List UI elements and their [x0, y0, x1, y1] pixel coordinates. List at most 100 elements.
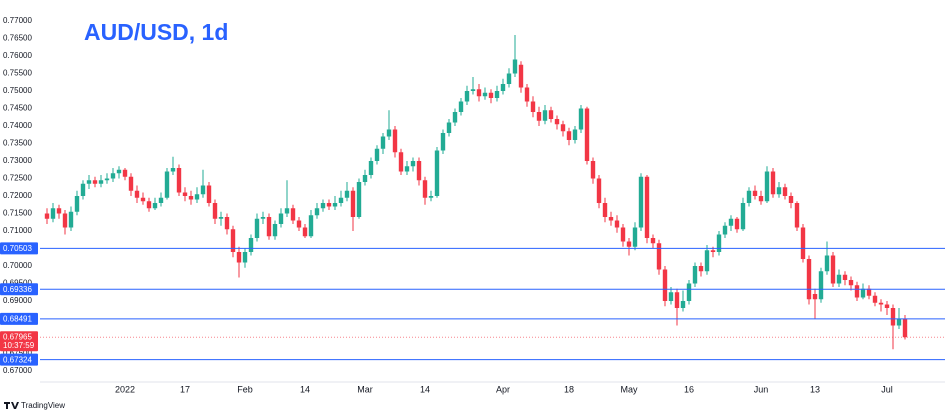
candle-body — [692, 266, 698, 284]
candle-body — [566, 131, 572, 140]
candle-body — [320, 203, 326, 209]
candle-body — [110, 173, 116, 179]
candle-body — [878, 302, 884, 305]
y-tick-label: 0.75000 — [3, 86, 32, 95]
candle-body — [632, 227, 638, 247]
candle-body — [104, 178, 110, 181]
candle-body — [476, 89, 482, 97]
candle-body — [710, 250, 716, 252]
price-label-box — [0, 283, 38, 296]
price-label-box — [0, 242, 38, 255]
y-tick-label: 0.71000 — [3, 226, 32, 235]
candle-body — [866, 288, 872, 296]
y-tick-label: 0.67000 — [3, 366, 32, 375]
y-tick-label: 0.70000 — [3, 261, 32, 270]
current-price-label: 0.67965 — [3, 332, 32, 341]
y-tick-label: 0.67500 — [3, 349, 32, 358]
candle-body — [494, 91, 500, 98]
candle-body — [380, 136, 386, 149]
candle-body — [470, 89, 476, 91]
x-tick-label: 16 — [684, 384, 694, 394]
y-tick-label: 0.73000 — [3, 156, 32, 165]
candle-body — [746, 190, 752, 203]
y-tick-label: 0.76000 — [3, 51, 32, 60]
candle-body — [386, 129, 392, 137]
candle-body — [254, 218, 260, 238]
candle-body — [698, 266, 704, 272]
x-tick-label: 14 — [420, 384, 430, 394]
candle-body — [536, 112, 542, 121]
candle-body — [404, 166, 410, 172]
watermark: TradingView — [21, 401, 65, 410]
candle-body — [260, 217, 266, 219]
candle-body — [248, 238, 254, 252]
x-tick-label: Mar — [357, 384, 373, 394]
candle-body — [806, 259, 812, 300]
candle-body — [56, 208, 62, 214]
candle-body — [488, 92, 494, 98]
candle-body — [224, 217, 230, 230]
y-tick-label: 0.72500 — [3, 174, 32, 183]
candle-body — [92, 180, 98, 184]
candle-body — [368, 161, 374, 175]
candle-body — [152, 203, 158, 209]
candle-body — [740, 203, 746, 230]
candle-body — [326, 203, 332, 207]
candle-body — [800, 227, 806, 259]
candle-body — [842, 274, 848, 280]
price-label: 0.70503 — [3, 244, 32, 253]
candle-body — [794, 203, 800, 228]
y-tick-label: 0.75500 — [3, 69, 32, 78]
candle-body — [44, 213, 50, 219]
y-tick-label: 0.72000 — [3, 191, 32, 200]
candle-body — [218, 217, 224, 219]
candle-body — [644, 176, 650, 238]
candle-body — [560, 124, 566, 132]
candle-body — [482, 92, 488, 97]
candle-body — [86, 180, 92, 184]
candle-body — [734, 218, 740, 230]
price-label: 0.69336 — [3, 285, 32, 294]
candle-body — [410, 161, 416, 167]
candle-body — [200, 185, 206, 195]
candle-body — [98, 180, 104, 184]
candle-body — [608, 217, 614, 221]
candle-body — [80, 183, 86, 196]
candle-body — [590, 161, 596, 179]
candle-body — [530, 101, 536, 112]
candle-body — [170, 168, 176, 172]
candle-body — [680, 301, 686, 308]
candle-body — [716, 234, 722, 252]
candle-body — [674, 292, 680, 308]
price-label: 0.68491 — [3, 314, 32, 323]
candle-body — [860, 288, 866, 298]
candle-body — [758, 196, 764, 202]
candle-body — [812, 294, 818, 300]
candle-body — [308, 215, 314, 237]
candle-body — [512, 59, 518, 74]
candle-body — [272, 224, 278, 237]
candle-body — [782, 187, 788, 196]
countdown-label: 10:37:59 — [3, 341, 35, 350]
x-tick-label: Jul — [881, 384, 893, 394]
candle-body — [614, 220, 620, 228]
x-tick-label: 13 — [810, 384, 820, 394]
candle-body — [74, 196, 80, 212]
candle-body — [776, 187, 782, 195]
y-tick-label: 0.77000 — [3, 16, 32, 25]
x-tick-label: 2022 — [115, 384, 135, 394]
candle-body — [194, 194, 200, 200]
candle-body — [872, 295, 878, 303]
candle-body — [722, 225, 728, 235]
candle-body — [434, 150, 440, 196]
candle-body — [668, 292, 674, 301]
candle-body — [752, 190, 758, 196]
candle-body — [548, 110, 554, 119]
x-tick-label: 14 — [300, 384, 310, 394]
candle-body — [116, 169, 122, 174]
candle-body — [836, 274, 842, 284]
candle-body — [290, 208, 296, 221]
candle-body — [452, 112, 458, 123]
